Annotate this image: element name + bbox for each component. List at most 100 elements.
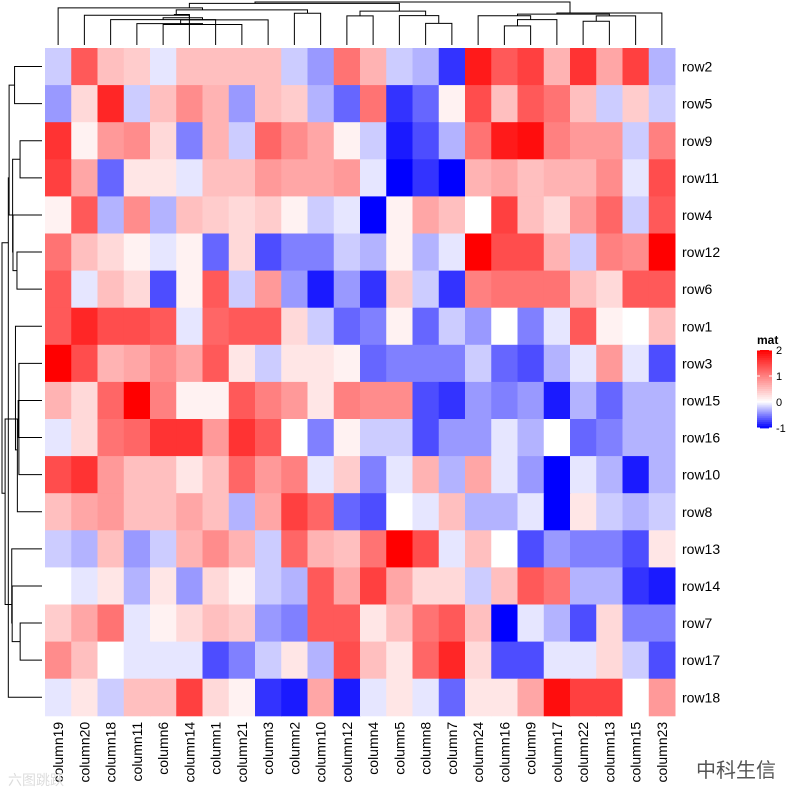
heatmap-cell [333, 530, 361, 568]
heatmap-cell [202, 233, 230, 272]
heatmap-cell [333, 48, 361, 86]
heatmap-cell [438, 196, 466, 234]
heatmap-cell [438, 122, 466, 160]
column-dendrogram-branch [162, 17, 203, 20]
heatmap-cell [255, 122, 282, 160]
heatmap-cell [596, 85, 623, 123]
heatmap-cell [648, 307, 676, 346]
legend-gradient-step [757, 383, 772, 386]
heatmap-cell [176, 48, 203, 86]
heatmap-cell [202, 641, 230, 680]
heatmap-cell [255, 678, 282, 717]
heatmap-cell [97, 270, 125, 309]
row-label: row3 [682, 355, 713, 371]
heatmap-cell [123, 159, 151, 197]
row-label: row9 [682, 133, 713, 149]
heatmap-cell [45, 344, 72, 383]
row-label: row2 [682, 59, 713, 75]
watermark-right: 中科生信 [696, 758, 776, 782]
heatmap-cell [307, 456, 335, 494]
heatmap-cell [307, 85, 335, 123]
heatmap-cell [150, 233, 177, 272]
heatmap-cell [517, 604, 545, 643]
heatmap-cell [412, 85, 440, 123]
legend-gradient-step [757, 406, 772, 409]
heatmap-cell [307, 678, 335, 717]
heatmap-cell [45, 381, 72, 420]
heatmap-cell [123, 122, 151, 160]
legend-gradient-step [757, 387, 772, 390]
heatmap-cell [333, 381, 361, 420]
column-label: column15 [628, 722, 644, 783]
row-dendrogram-branch [12, 158, 21, 253]
heatmap-cell [360, 122, 387, 160]
heatmap-cell [360, 344, 387, 383]
heatmap-cell [596, 567, 623, 605]
heatmap-cell [438, 381, 466, 420]
heatmap-cell [438, 530, 466, 568]
heatmap-cell [465, 270, 492, 309]
heatmap-cell [333, 159, 361, 197]
heatmap-cell [202, 678, 230, 717]
heatmap-cell [648, 567, 676, 605]
heatmap-cell [123, 530, 151, 568]
heatmap-cell [150, 270, 177, 309]
heatmap-cell [360, 530, 387, 568]
heatmap-cell [307, 122, 335, 160]
heatmap-cell [465, 419, 492, 457]
column-label: column21 [234, 722, 250, 783]
heatmap-cell [648, 530, 676, 568]
heatmap-cell [123, 604, 151, 643]
legend-gradient-step [757, 381, 772, 384]
legend-gradient-step [757, 400, 772, 404]
heatmap-cell [202, 381, 230, 420]
heatmap-cell [123, 419, 151, 457]
heatmap-cell [360, 567, 387, 605]
heatmap-cell [648, 85, 676, 123]
legend-gradient-step [757, 392, 772, 396]
column-dendrogram-branch [503, 25, 532, 45]
heatmap-cell [97, 344, 125, 383]
heatmap-cell [570, 344, 597, 383]
heatmap-cell [71, 85, 98, 123]
heatmap-cell [465, 48, 492, 86]
column-dendrogram-branch [346, 15, 374, 45]
heatmap-cell [360, 641, 387, 680]
heatmap-cell [412, 456, 440, 494]
heatmap-cell [360, 159, 387, 197]
heatmap-cell [123, 196, 151, 234]
heatmap-cell [45, 307, 72, 346]
heatmap-cell [438, 419, 466, 457]
heatmap-cell [228, 344, 256, 383]
legend-gradient-step [757, 416, 772, 419]
heatmap-cell [255, 344, 282, 383]
heatmap-cell [465, 344, 492, 383]
column-dendrogram-branch [173, 13, 190, 45]
heatmap-cell [386, 493, 413, 531]
heatmap-cell [45, 270, 72, 309]
heatmap-cell [491, 604, 518, 643]
column-label: column16 [496, 722, 512, 783]
heatmap-cell [622, 530, 650, 568]
heatmap-cell [255, 196, 282, 234]
heatmap-cell [228, 419, 256, 457]
heatmap-cell [465, 196, 492, 234]
heatmap-cell [71, 456, 98, 494]
heatmap-cell [465, 567, 492, 605]
heatmap-cell [123, 493, 151, 531]
heatmap-cell [360, 678, 387, 717]
legend-title: mat [757, 333, 778, 347]
heatmap-cell [517, 48, 545, 86]
column-label: column6 [155, 722, 171, 775]
column-label: column9 [523, 722, 539, 775]
heatmap-cell [97, 159, 125, 197]
heatmap-cell [386, 159, 413, 197]
heatmap-cell [596, 493, 623, 531]
heatmap-cell [412, 678, 440, 717]
legend-gradient-step [757, 371, 772, 374]
heatmap-cell [255, 159, 282, 197]
heatmap-cell [438, 233, 466, 272]
heatmap-cell [465, 307, 492, 346]
heatmap-cell [517, 530, 545, 568]
